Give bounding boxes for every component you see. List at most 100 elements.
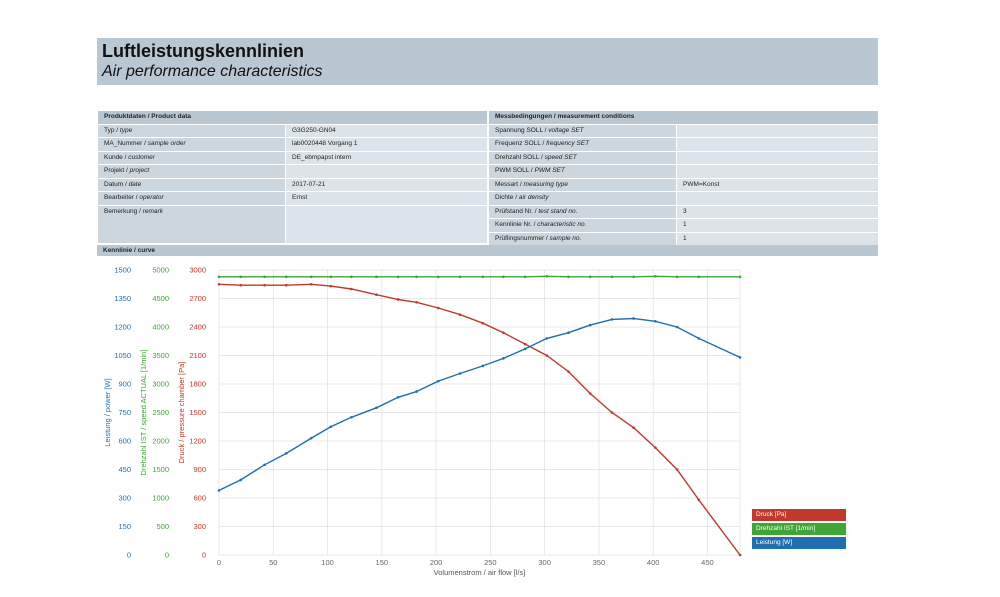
report-header: Luftleistungskennlinien Air performance … (97, 38, 878, 85)
power-axis-tick-label: 1200 (114, 323, 131, 332)
measurement-conditions-table: Messbedingungen / measurement conditions… (487, 110, 880, 246)
speed-axis-tick-label: 5000 (152, 266, 169, 275)
title-english: Air performance characteristics (102, 63, 323, 80)
x-axis-label: Volumenstrom / air flow [l/s] (434, 568, 526, 577)
speed-data-point (284, 275, 288, 279)
speed-data-point (675, 275, 679, 279)
speed-data-point (415, 275, 418, 279)
power-axis-tick-label: 1350 (114, 294, 131, 303)
power-data-point (436, 379, 440, 383)
row-value (675, 137, 880, 152)
power-data-point (654, 320, 657, 323)
pressure-data-point (502, 331, 505, 335)
row-value: G3G250-GN04 (284, 123, 489, 138)
speed-data-point (375, 275, 378, 279)
power-data-point (284, 452, 288, 455)
pressure-axis-tick-label: 2700 (189, 294, 206, 303)
table-row: MA_Nummer / sample order lab0020448 Vorg… (97, 137, 489, 152)
pressure-data-point (545, 354, 549, 357)
x-tick-label: 100 (321, 558, 334, 567)
x-tick-label: 350 (593, 558, 606, 567)
speed-axis-tick-label: 500 (156, 522, 169, 531)
pressure-data-point (738, 553, 742, 557)
row-label: Prüfstand Nr. / test stand no. (488, 204, 677, 219)
pressure-data-point (610, 411, 614, 414)
power-data-point (632, 317, 635, 320)
power-data-point (502, 357, 505, 360)
row-value: PWM=Konst (675, 177, 880, 192)
pressure-data-point (654, 446, 657, 449)
pressure-data-point (523, 342, 527, 346)
table-row: Spannung SOLL / voltage SET (488, 123, 880, 138)
x-tick-label: 400 (647, 558, 660, 567)
pressure-axis-tick-label: 900 (193, 465, 206, 474)
row-value: 1 (675, 218, 880, 233)
pressure-axis-tick-label: 1200 (189, 437, 206, 446)
pressure-axis-tick-label: 600 (193, 494, 206, 503)
power-data-point (263, 463, 266, 467)
title-german: Luftleistungskennlinien (102, 41, 305, 61)
chart-legend: Druck [Pa] Drehzahl IST [1/min] Leistung [… (752, 509, 846, 551)
power-data-point (239, 478, 243, 482)
speed-axis-tick-label: 4500 (152, 294, 169, 303)
x-tick-label: 50 (269, 558, 277, 567)
pressure-axis-tick-label: 2100 (189, 351, 206, 360)
table-row: PWM SOLL / PWM SET (488, 164, 880, 179)
row-label: Kunde / customer (97, 150, 286, 165)
power-data-point (396, 396, 400, 399)
speed-data-point (502, 275, 505, 279)
power-data-point (738, 356, 742, 359)
pressure-axis-tick-label: 0 (202, 551, 206, 560)
pressure-data-point (436, 306, 440, 310)
speed-axis-tick-label: 4000 (152, 323, 169, 332)
x-tick-label: 0 (217, 558, 221, 567)
speed-data-point (632, 275, 635, 279)
pressure-data-point (217, 282, 221, 286)
speed-axis-tick-label: 1000 (152, 494, 169, 503)
pressure-data-point (350, 287, 353, 291)
speed-data-point (263, 275, 266, 279)
row-value (675, 164, 880, 179)
pressure-data-point (567, 370, 570, 373)
x-tick-label: 150 (376, 558, 389, 567)
power-data-point (458, 372, 462, 375)
power-axis-tick-label: 750 (118, 408, 131, 417)
speed-data-point (217, 275, 221, 279)
power-data-point (217, 489, 221, 492)
pressure-data-point (375, 293, 378, 297)
power-data-point (675, 325, 679, 329)
row-label: PWM SOLL / PWM SET (488, 164, 677, 179)
row-label: Prüflingsnummer / sample no. (488, 231, 677, 246)
x-tick-label: 200 (430, 558, 443, 567)
pressure-data-point (458, 313, 462, 316)
power-data-point (375, 406, 378, 410)
pressure-data-point (632, 426, 635, 430)
speed-data-point (309, 275, 313, 279)
speed-axis-tick-label: 2500 (152, 408, 169, 417)
speed-axis-tick-label: 0 (165, 551, 169, 560)
power-axis-title: Leistung / power [W] (103, 378, 112, 446)
pressure-axis-tick-label: 2400 (189, 323, 206, 332)
power-data-point (415, 390, 418, 393)
pressure-data-point (588, 392, 592, 395)
row-value (284, 164, 489, 179)
product-data-table: Produktdaten / Product data Typ / type G… (96, 110, 489, 244)
power-axis-tick-label: 150 (118, 522, 131, 531)
speed-axis-tick-label: 3000 (152, 380, 169, 389)
speed-data-point (396, 275, 400, 279)
table-row: Drehzahl SOLL / speed SET (488, 150, 880, 165)
curve-section-header: Kennlinie / curve (97, 245, 878, 256)
power-data-point (567, 331, 570, 335)
row-label: Frequenz SOLL / frequency SET (488, 137, 677, 152)
row-label: Kennlinie Nr. / characteristic no. (488, 218, 677, 233)
speed-data-point (545, 274, 549, 278)
power-axis-tick-label: 0 (127, 551, 131, 560)
row-label: Messart / measuring type (488, 177, 677, 192)
pressure-data-point (309, 282, 313, 286)
pressure-axis-tick-label: 3000 (189, 266, 206, 275)
speed-data-point (697, 275, 701, 279)
table-row: Bearbeiter / operator Ernst (97, 191, 489, 206)
pressure-axis-tick-label: 1500 (189, 408, 206, 417)
pressure-series-line (218, 283, 741, 556)
power-data-point (350, 415, 353, 419)
